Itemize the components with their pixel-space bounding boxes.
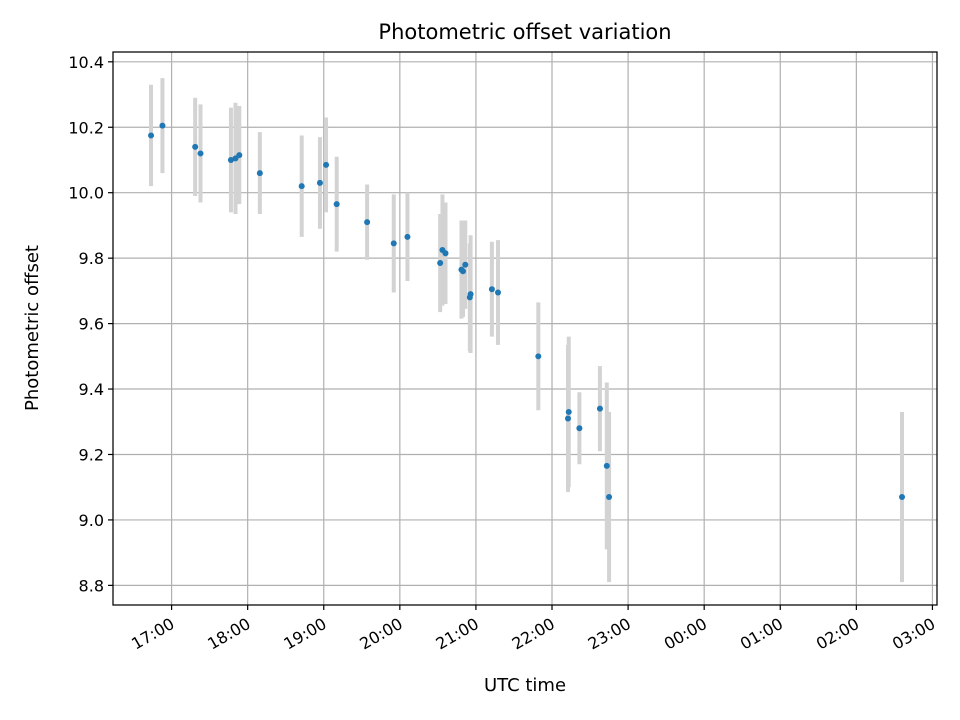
data-point bbox=[316, 179, 323, 186]
grid bbox=[113, 52, 937, 605]
y-tick-label: 9.8 bbox=[79, 249, 104, 268]
data-point bbox=[596, 405, 603, 412]
data-point bbox=[535, 353, 542, 360]
y-tick-label: 8.8 bbox=[79, 576, 104, 595]
data-points bbox=[148, 122, 906, 501]
data-point bbox=[576, 425, 583, 432]
data-point bbox=[462, 261, 469, 268]
plot-frame bbox=[112, 51, 938, 606]
data-point bbox=[459, 268, 466, 275]
y-tick-label: 9.6 bbox=[79, 315, 104, 334]
chart-title: Photometric offset variation bbox=[378, 20, 671, 44]
y-tick-label: 9.0 bbox=[79, 511, 104, 530]
data-point bbox=[564, 415, 571, 422]
y-tick-label: 10.0 bbox=[68, 184, 104, 203]
data-point bbox=[899, 494, 906, 501]
data-point bbox=[298, 183, 305, 190]
data-point bbox=[333, 201, 340, 208]
data-point bbox=[227, 156, 234, 163]
y-tick-label: 10.2 bbox=[68, 118, 104, 137]
data-point bbox=[390, 240, 397, 247]
y-axis-label: Photometric offset bbox=[22, 245, 43, 411]
data-point bbox=[364, 219, 371, 226]
y-tick-label: 9.2 bbox=[79, 445, 104, 464]
data-point bbox=[606, 494, 613, 501]
data-point bbox=[159, 122, 166, 129]
data-point bbox=[256, 170, 263, 177]
data-point bbox=[192, 143, 199, 150]
data-point bbox=[197, 150, 204, 157]
data-point bbox=[488, 286, 495, 293]
y-axis-ticks: 8.8 9.0 9.2 9.4 9.6 9.8 10.0 10.2 10.4 bbox=[68, 53, 113, 595]
data-point bbox=[323, 161, 330, 168]
data-point bbox=[442, 250, 449, 257]
x-axis-label: UTC time bbox=[484, 675, 566, 696]
data-point bbox=[565, 408, 572, 415]
data-point bbox=[236, 152, 243, 159]
data-point bbox=[404, 233, 411, 240]
data-point bbox=[467, 291, 474, 298]
y-tick-label: 9.4 bbox=[79, 380, 104, 399]
data-point bbox=[494, 289, 501, 296]
data-point bbox=[437, 260, 444, 267]
y-tick-label: 10.4 bbox=[68, 53, 104, 72]
data-point bbox=[148, 132, 155, 139]
data-point bbox=[603, 462, 610, 469]
